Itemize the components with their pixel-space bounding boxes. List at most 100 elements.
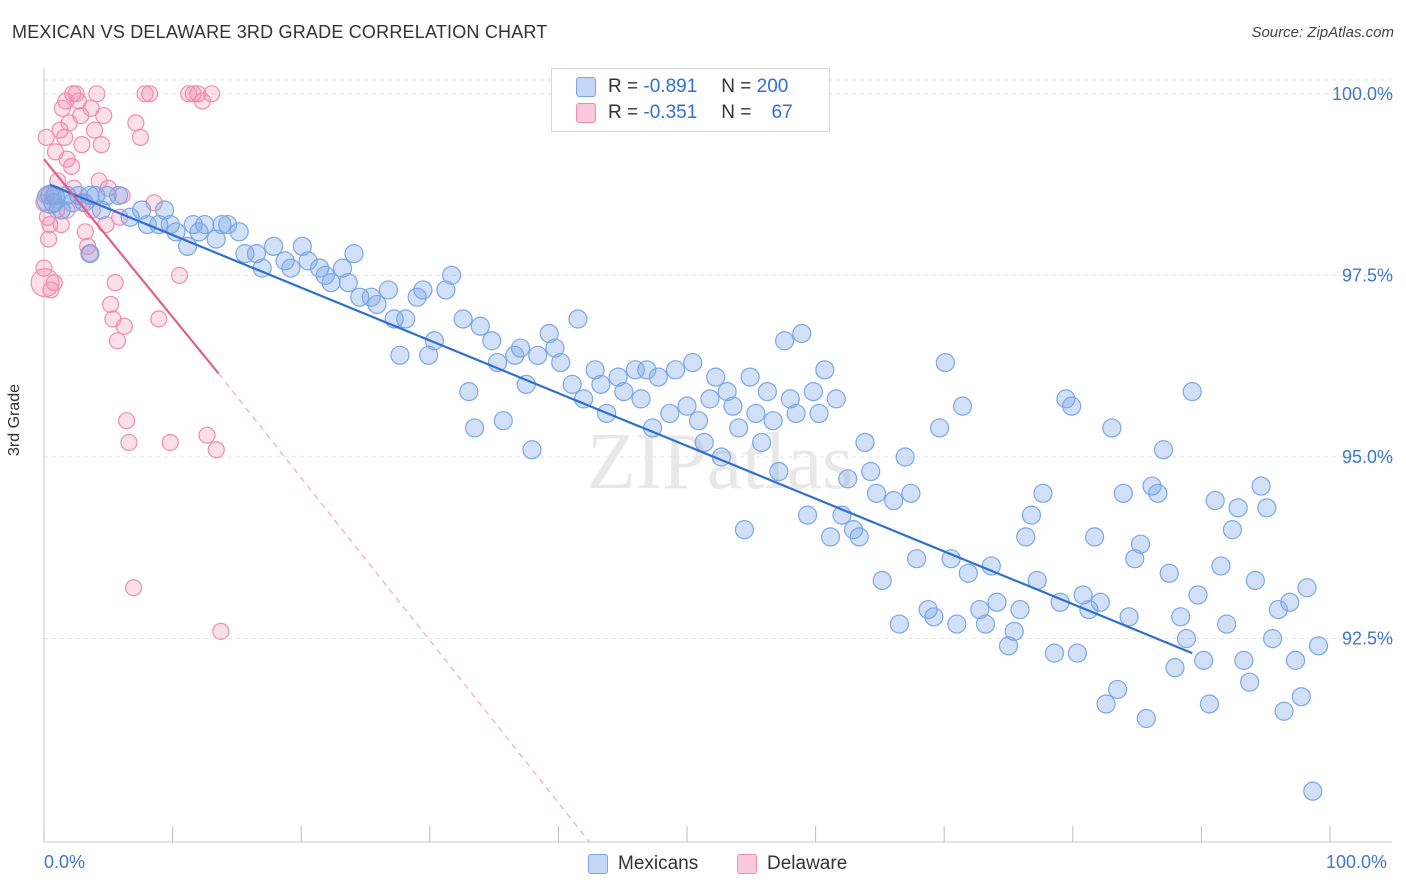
mexicans-points — [36, 184, 1329, 801]
mexicans-point — [1194, 650, 1214, 670]
legend-swatch-delaware — [576, 103, 596, 123]
mexicans-point — [740, 367, 760, 387]
mexicans-point — [901, 483, 921, 503]
mexicans-point — [1102, 418, 1122, 438]
mexicans-point — [1067, 643, 1087, 663]
mexicans-point — [975, 614, 996, 634]
mexicans-point — [1222, 520, 1243, 540]
mexicans-point — [1113, 483, 1133, 503]
x-tick-label-max: 100.0% — [1326, 852, 1388, 872]
mexicans-point — [1153, 440, 1174, 460]
bottom-legend-swatch-delaware — [737, 854, 757, 874]
mexicans-point — [803, 382, 823, 402]
delaware-point — [127, 114, 145, 132]
delaware-point — [57, 92, 75, 110]
delaware-point — [118, 412, 136, 430]
mexicans-point — [648, 367, 668, 387]
mexicans-point — [987, 592, 1007, 612]
mexicans-point — [298, 251, 318, 271]
mexicans-point — [1171, 607, 1191, 627]
mexicans-point — [459, 382, 479, 402]
mexicans-point — [861, 461, 881, 482]
delaware-point — [120, 433, 138, 452]
mexicans-point — [930, 418, 950, 438]
mexicans-point — [683, 352, 703, 373]
mexicans-point — [1130, 534, 1151, 554]
mexicans-point — [763, 411, 783, 431]
mexicans-trend-line — [49, 183, 1193, 655]
mexicans-point — [677, 396, 697, 416]
mexicans-point — [1073, 585, 1093, 605]
mexicans-point — [752, 432, 772, 453]
mexicans-point — [757, 382, 777, 402]
mexicans-point — [952, 396, 973, 416]
mexicans-point — [809, 403, 829, 424]
delaware-point — [92, 136, 111, 154]
mexicans-point — [413, 280, 433, 300]
mexicans-point — [350, 287, 370, 307]
delaware-trend-extension — [218, 373, 590, 843]
chart-title: MEXICAN VS DELAWARE 3RD GRADE CORRELATIO… — [12, 22, 548, 42]
delaware-point — [73, 136, 91, 154]
bottom-legend-swatch-mexicans — [588, 854, 608, 874]
mexicans-point — [195, 214, 215, 235]
mexicans-point — [292, 236, 312, 256]
mexicans-point — [935, 352, 955, 373]
mexicans-point — [97, 185, 117, 206]
mexicans-point — [1182, 382, 1202, 402]
mexicans-point — [729, 418, 749, 438]
mexicans-point — [1004, 621, 1024, 641]
x-tick-label-min: 0.0% — [44, 852, 86, 872]
mexicans-point — [723, 396, 743, 416]
mexicans-point — [1297, 578, 1317, 598]
y-axis-label: 3rd Grade — [6, 383, 23, 456]
mexicans-point — [344, 244, 364, 264]
mexicans-point — [1085, 527, 1105, 547]
delaware-point — [136, 85, 154, 103]
mexicans-point — [608, 367, 628, 387]
delaware-point — [184, 85, 202, 103]
mexicans-point — [637, 360, 657, 380]
mexicans-point — [218, 214, 238, 235]
mexicans-point — [1228, 498, 1248, 518]
mexicans-point — [80, 244, 100, 264]
mexicans-point — [1079, 599, 1099, 620]
watermark: ZIPatlas — [587, 418, 854, 506]
mexicans-point — [1165, 658, 1185, 678]
mexicans-point — [522, 440, 542, 460]
mexicans-point — [1119, 607, 1139, 627]
bottom-legend-label: Delaware — [767, 853, 848, 874]
legend-row-mexicans: R = -0.891 N = 200 — [576, 74, 788, 100]
grid-lines — [44, 79, 1392, 640]
mexicans-point — [338, 273, 358, 293]
mexicans-point — [591, 374, 611, 394]
mexicans-point — [493, 411, 513, 431]
mexicans-point — [332, 258, 353, 278]
mexicans-point — [694, 432, 714, 453]
mexicans-point — [780, 389, 800, 409]
delaware-point — [198, 426, 216, 444]
mexicans-point — [855, 432, 875, 453]
mexicans-point — [826, 389, 846, 409]
mexicans-point — [482, 331, 502, 351]
mexicans-point — [109, 185, 129, 206]
y-tick-labels: 92.5% 95.0% 97.5% 100.0% — [1332, 84, 1393, 649]
mexicans-point — [872, 570, 892, 591]
mexicans-point — [660, 403, 680, 424]
mexicans-point — [1148, 483, 1168, 503]
mexicans-point — [1245, 570, 1265, 591]
legend-r-value: -0.891 — [643, 76, 698, 97]
delaware-point — [101, 295, 120, 314]
mexicans-point — [585, 360, 605, 380]
mexicans-point — [625, 360, 645, 380]
mexicans-point — [665, 360, 686, 380]
mexicans-point — [838, 469, 858, 489]
mexicans-point — [1021, 505, 1042, 525]
mexicans-point — [1205, 490, 1225, 511]
mexicans-point — [1211, 556, 1231, 576]
mexicans-point — [1176, 629, 1197, 649]
delaware-points — [30, 85, 230, 640]
legend-n-value: 200 — [756, 76, 789, 97]
mexicans-point — [614, 382, 634, 402]
mexicans-point — [815, 360, 835, 380]
